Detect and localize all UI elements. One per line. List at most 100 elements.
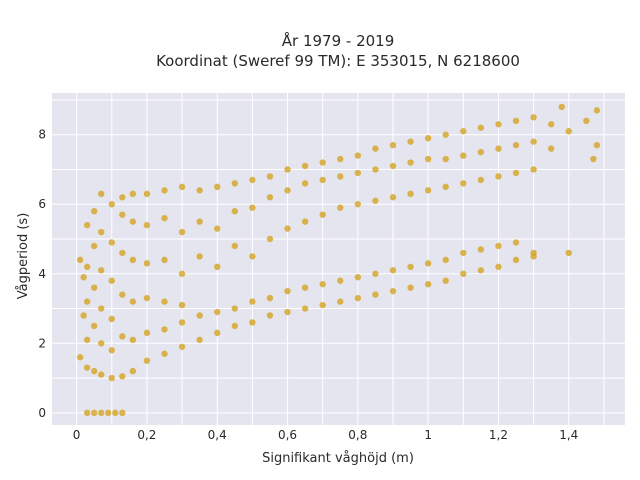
grid-lines (52, 93, 625, 425)
data-point (495, 145, 502, 152)
data-point (477, 148, 485, 156)
data-point (301, 162, 309, 170)
data-points (76, 103, 601, 417)
data-point (389, 162, 397, 170)
data-point (129, 298, 137, 305)
data-point (119, 373, 126, 380)
data-point (301, 218, 309, 225)
data-point (143, 260, 151, 267)
data-point (76, 256, 84, 264)
data-point (112, 409, 119, 417)
y-axis-title: Vågperiod (s) (16, 213, 31, 300)
data-point (83, 409, 91, 417)
data-point (178, 228, 186, 236)
data-point (98, 371, 105, 378)
data-point (108, 239, 115, 246)
data-point (143, 190, 151, 198)
data-point (389, 194, 397, 201)
data-point (284, 166, 291, 173)
x-tick-label: 1 (424, 428, 432, 442)
data-point (98, 340, 105, 347)
data-point (90, 207, 98, 215)
data-point (389, 287, 397, 295)
data-point (129, 336, 137, 344)
data-point (319, 176, 326, 184)
data-point (231, 305, 238, 312)
data-point (249, 253, 256, 260)
data-point (108, 374, 115, 382)
data-point (178, 343, 186, 350)
data-point (337, 155, 344, 163)
data-point (214, 183, 221, 191)
data-point (119, 409, 126, 417)
data-point (590, 155, 597, 163)
data-point (565, 249, 572, 257)
data-point (143, 357, 151, 364)
data-point (143, 329, 151, 337)
data-point (161, 350, 168, 357)
data-point (284, 225, 291, 232)
data-point (214, 329, 221, 337)
data-point (249, 176, 256, 184)
data-point (161, 214, 168, 222)
x-tick-label: 0,6 (278, 428, 297, 442)
data-point (161, 256, 168, 264)
data-point (266, 194, 274, 201)
data-point (372, 291, 379, 298)
data-point (593, 141, 601, 149)
data-point (284, 308, 291, 316)
data-point (90, 409, 98, 417)
data-point (80, 274, 87, 281)
data-point (460, 128, 467, 135)
data-point (407, 263, 414, 271)
data-point (354, 169, 362, 177)
data-point (90, 322, 98, 330)
data-point (266, 173, 274, 180)
data-point (319, 281, 326, 288)
data-point (337, 204, 344, 211)
data-point (108, 201, 115, 208)
x-tick-label: 1,4 (559, 428, 578, 442)
data-point (460, 270, 467, 277)
data-point (424, 281, 432, 288)
data-point (266, 312, 274, 319)
data-point (301, 284, 309, 291)
plot-area (52, 93, 625, 425)
data-point (119, 249, 126, 257)
y-tick-label: 6 (38, 197, 46, 211)
data-point (442, 183, 449, 191)
data-point (90, 284, 98, 291)
data-point (76, 354, 84, 361)
data-point (143, 294, 151, 302)
data-point (83, 336, 91, 344)
data-point (231, 180, 238, 187)
x-tick-label: 0,2 (137, 428, 156, 442)
data-point (337, 173, 344, 180)
data-point (512, 169, 520, 177)
data-point (284, 187, 291, 194)
data-point (98, 228, 105, 236)
data-point (372, 145, 379, 152)
data-point (196, 187, 203, 194)
data-point (98, 190, 105, 198)
data-point (372, 197, 379, 204)
data-point (129, 190, 137, 198)
data-point (424, 260, 432, 267)
data-point (512, 256, 520, 264)
data-point (337, 298, 344, 305)
data-point (83, 263, 91, 271)
data-point (178, 183, 186, 191)
data-point (119, 333, 126, 340)
data-point (108, 277, 115, 284)
data-point (108, 347, 115, 354)
data-point (214, 225, 221, 232)
data-point (547, 121, 555, 128)
data-point (372, 270, 379, 277)
x-tick-label: 0 (73, 428, 81, 442)
data-point (442, 277, 449, 284)
data-point (90, 242, 98, 250)
data-point (460, 249, 467, 257)
y-tick-label: 2 (38, 336, 46, 350)
data-point (593, 107, 601, 114)
